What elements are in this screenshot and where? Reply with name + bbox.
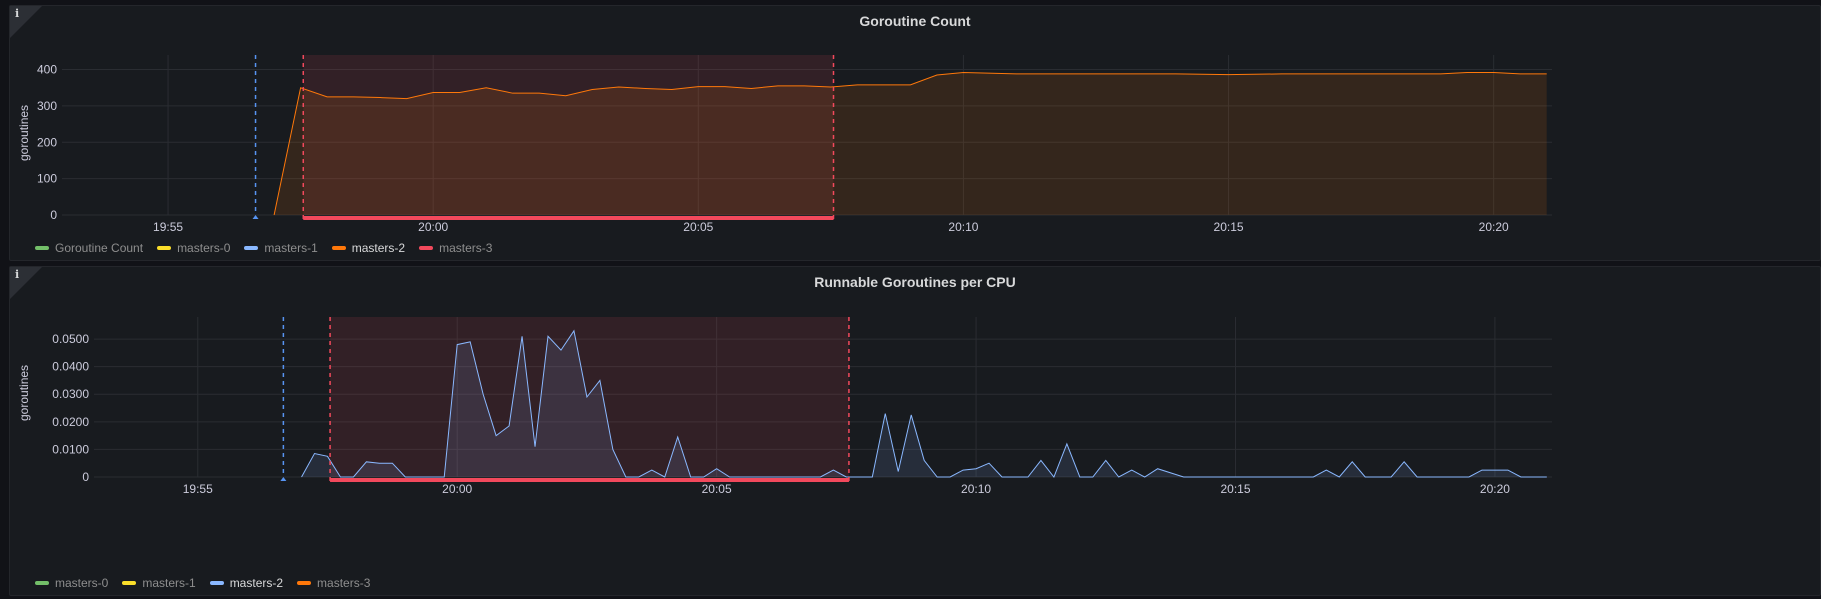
panel-info-corner[interactable]: i [10, 267, 42, 299]
panel-title[interactable]: Runnable Goroutines per CPU [814, 274, 1016, 290]
legend-item[interactable]: masters-1 [122, 576, 196, 590]
legend-label: masters-3 [439, 241, 493, 255]
chart-area[interactable]: 0 0.0100 0.0200 0.0300 0.0400 0.0500 19:55 20:0… [10, 267, 1821, 497]
x-tick-label: 20:15 [1220, 482, 1250, 496]
series-area [301, 330, 1547, 477]
legend-label: masters-2 [351, 241, 406, 255]
legend: Goroutine Count masters-0 masters-1 masters… [35, 240, 492, 256]
legend-item[interactable]: masters-1 [244, 241, 318, 255]
legend-item[interactable]: masters-2 [331, 241, 406, 255]
legend-item[interactable]: Goroutine Count [35, 241, 143, 255]
legend-swatch [122, 581, 137, 585]
x-tick-label: 19:55 [153, 220, 183, 234]
y-tick-label: 0.0500 [52, 332, 89, 346]
y-tick-label: 0.0300 [52, 387, 89, 401]
runnable-goroutines-panel: i Runnable Goroutines per CPU goroutines… [9, 266, 1821, 596]
y-tick-label: 0 [82, 470, 89, 484]
annotation-deploy-marker [252, 215, 259, 219]
legend-label: masters-2 [229, 576, 284, 590]
annotation-region-marker [330, 478, 849, 482]
legend-swatch [419, 246, 434, 250]
legend-swatch [331, 246, 346, 250]
legend-swatch [157, 246, 172, 250]
legend-label: masters-0 [55, 576, 109, 590]
info-icon[interactable]: i [15, 268, 20, 281]
annotation-region [330, 317, 849, 477]
legend-item[interactable]: masters-3 [297, 576, 370, 590]
y-tick-label: 400 [37, 63, 57, 77]
legend-swatch [209, 581, 224, 585]
y-tick-label: 300 [37, 99, 57, 113]
legend-label: masters-3 [317, 576, 371, 590]
annotation-deploy-marker [280, 477, 287, 481]
chart-area[interactable]: 0 100 200 300 400 19:55 20:00 20:05 20:10 20:15 20… [10, 6, 1821, 236]
y-tick-label: 0.0100 [52, 442, 89, 456]
y-tick-label: 200 [37, 135, 57, 149]
x-tick-label: 19:55 [183, 482, 213, 496]
legend-label: masters-1 [264, 241, 318, 255]
legend-label: masters-0 [177, 241, 231, 255]
x-tick-label: 20:05 [702, 482, 732, 496]
legend-swatch [35, 581, 49, 585]
x-tick-label: 20:00 [442, 482, 472, 496]
legend-swatch [35, 246, 49, 250]
panel-title[interactable]: Goroutine Count [859, 13, 971, 29]
x-tick-label: 20:10 [948, 220, 978, 234]
x-tick-label: 20:15 [1214, 220, 1244, 234]
y-tick-label: 0.0400 [52, 360, 89, 374]
x-tick-label: 20:00 [418, 220, 448, 234]
y-tick-label: 0 [50, 208, 57, 222]
x-tick-label: 20:20 [1479, 220, 1509, 234]
legend-item[interactable]: masters-2 [209, 576, 284, 590]
series-area [274, 72, 1547, 215]
legend-item[interactable]: masters-0 [157, 241, 230, 255]
legend-swatch [244, 246, 259, 250]
y-tick-label: 0.0200 [52, 415, 89, 429]
series-line [273, 71, 1547, 216]
goroutine-count-panel: i Goroutine Count goroutines 0 100 200 300 4… [9, 5, 1821, 261]
legend-item[interactable]: masters-3 [419, 241, 492, 255]
legend-label: masters-1 [142, 576, 196, 590]
series-line [301, 329, 1547, 478]
annotation-region [303, 55, 834, 215]
legend: masters-0 masters-1 masters-2 masters-3 [35, 575, 370, 591]
legend-swatch [297, 581, 312, 585]
info-icon[interactable]: i [15, 7, 20, 20]
legend-label: Goroutine Count [55, 241, 144, 255]
x-tick-label: 20:20 [1480, 482, 1510, 496]
x-tick-label: 20:10 [961, 482, 991, 496]
annotation-region-marker [303, 216, 834, 220]
legend-item[interactable]: masters-0 [35, 576, 108, 590]
x-tick-label: 20:05 [683, 220, 713, 234]
panel-info-corner[interactable]: i [10, 6, 42, 38]
y-tick-label: 100 [37, 172, 57, 186]
